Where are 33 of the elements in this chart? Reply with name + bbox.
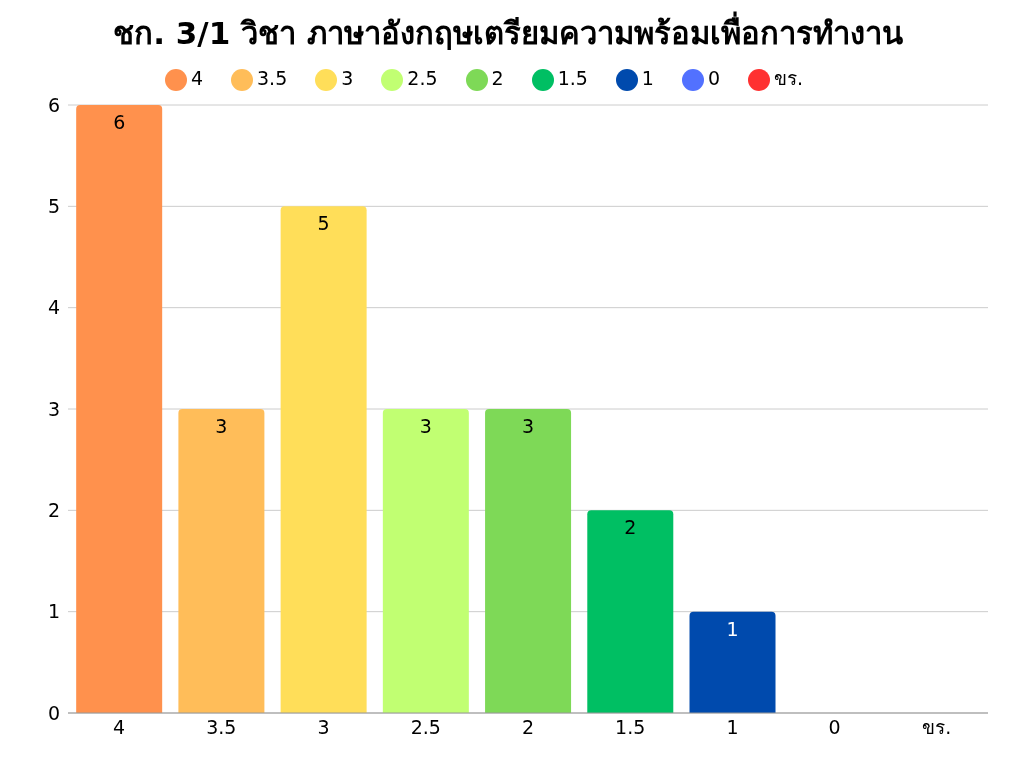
legend-label: ขร. [774, 67, 804, 89]
y-tick-label: 5 [47, 195, 60, 218]
y-tick-label: 1 [47, 600, 60, 623]
data-label: 6 [113, 111, 126, 133]
legend-label: 0 [707, 67, 721, 89]
legend-label: 2.5 [407, 67, 438, 89]
y-tick-label: 4 [47, 296, 60, 319]
data-label: 3 [522, 415, 535, 437]
x-tick-label: ขร. [922, 716, 952, 739]
legend-label: 2 [491, 67, 504, 89]
x-tick-label: 3.5 [206, 716, 237, 739]
legend-label: 1.5 [557, 67, 588, 89]
data-label: 3 [419, 415, 432, 437]
legend-label: 3.5 [257, 67, 288, 89]
data-label: 3 [215, 415, 228, 437]
y-tick-label: 3 [47, 397, 60, 420]
x-tick-label: 4 [113, 716, 126, 739]
x-tick-label: 2 [521, 716, 535, 739]
y-tick-label: 2 [47, 499, 60, 522]
x-tick-label: 2.5 [410, 716, 441, 739]
y-tick-label: 0 [47, 701, 60, 724]
x-tick-label: 3 [317, 716, 330, 739]
legend-label: 3 [341, 67, 354, 89]
x-tick-label: 0 [828, 716, 841, 739]
y-tick-label: 6 [47, 93, 60, 116]
chart-title: ชก. 3/1 วิชา ภาษาอังกฤษเตรียมความพร้อมเพื่อการทำงาน [112, 10, 904, 53]
x-tick-label: 1 [726, 716, 739, 739]
x-tick-label: 1.5 [615, 716, 646, 739]
data-label: 1 [726, 617, 739, 640]
data-label: 2 [624, 516, 637, 539]
legend-label: 1 [641, 67, 654, 89]
legend-label: 4 [190, 67, 203, 89]
data-label: 5 [317, 212, 330, 235]
